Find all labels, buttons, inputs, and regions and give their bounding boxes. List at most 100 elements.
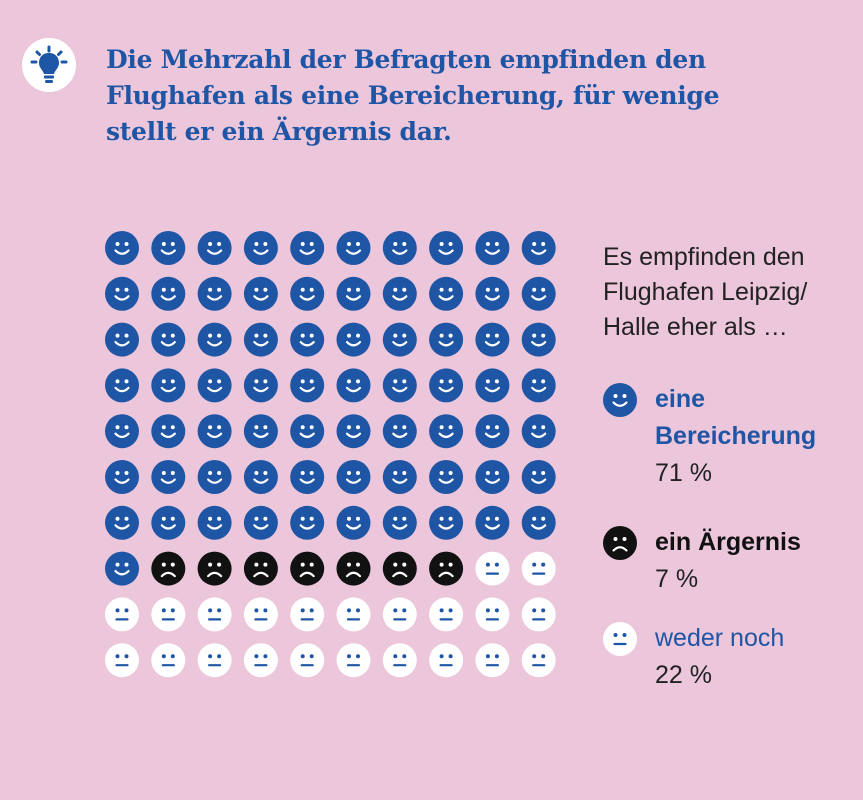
smiling-face-unit xyxy=(151,322,186,357)
smiling-face-unit xyxy=(151,460,186,494)
smiling-face-unit xyxy=(382,460,417,494)
smiling-face-unit xyxy=(105,368,139,403)
smiling-face-unit xyxy=(197,460,232,494)
smiling-face-unit xyxy=(290,276,325,311)
smiling-face-unit xyxy=(105,551,139,586)
smiling-face-unit xyxy=(151,505,186,540)
smiling-face-unit xyxy=(475,231,510,265)
frowning-face-unit xyxy=(336,551,371,586)
neutral-face-unit xyxy=(197,597,232,632)
smiling-face-unit xyxy=(105,322,139,357)
legend-intro: Es empfinden den Flughafen Leipzig/ Hall… xyxy=(603,243,808,341)
smiling-face-unit xyxy=(429,368,464,403)
smiling-face-unit xyxy=(521,414,556,449)
smiling-face-unit xyxy=(382,322,417,357)
lightbulb-icon xyxy=(22,38,76,92)
smiling-face-unit xyxy=(197,368,232,403)
smiling-face-unit xyxy=(336,505,371,540)
neutral-face-unit xyxy=(151,597,186,632)
neutral-face-unit xyxy=(475,551,510,586)
smiling-face-unit xyxy=(151,414,186,449)
smiling-face-unit xyxy=(521,460,556,494)
smiling-face-unit xyxy=(290,368,325,403)
smiling-face-unit xyxy=(197,276,232,311)
smiling-face-unit xyxy=(475,505,510,540)
frowning-face-unit xyxy=(290,551,325,586)
smiling-face-unit xyxy=(290,231,325,265)
legend-label: weder noch xyxy=(655,624,785,652)
neutral-face-unit xyxy=(521,643,556,678)
smiling-face-unit xyxy=(475,368,510,403)
smiling-face-unit xyxy=(105,231,139,265)
neutral-face-unit xyxy=(336,597,371,632)
smiling-face-unit xyxy=(243,460,278,494)
smiling-face-unit xyxy=(382,505,417,540)
smiling-face-unit xyxy=(429,231,464,265)
smiling-face-unit xyxy=(290,414,325,449)
smiling-face-unit xyxy=(521,276,556,311)
neutral-face-unit xyxy=(336,643,371,678)
smiling-face-unit xyxy=(197,505,232,540)
smiling-face-unit xyxy=(429,505,464,540)
neutral-face-unit xyxy=(105,597,139,632)
smiling-face-unit xyxy=(290,505,325,540)
smiling-face-unit xyxy=(151,368,186,403)
smiling-face-unit xyxy=(521,505,556,540)
neutral-face-unit xyxy=(382,597,417,632)
smiling-face-unit xyxy=(521,368,556,403)
smiling-face-unit xyxy=(429,414,464,449)
neutral-face-unit xyxy=(151,643,186,678)
smiling-face-unit xyxy=(243,414,278,449)
smiling-face-unit xyxy=(475,414,510,449)
smiling-face-unit xyxy=(336,460,371,494)
frowning-face-unit xyxy=(243,551,278,586)
smiling-face-unit xyxy=(336,231,371,265)
legend-value: 71 % xyxy=(655,459,712,487)
smiling-face-unit xyxy=(105,276,139,311)
legend-label: eine Bereicherung xyxy=(655,385,817,450)
smiling-face-unit xyxy=(521,322,556,357)
frowning-face-unit xyxy=(197,551,232,586)
smiling-face-unit xyxy=(105,460,139,494)
neutral-face-unit xyxy=(475,597,510,632)
smiling-face-unit xyxy=(197,231,232,265)
neutral-face-unit xyxy=(521,597,556,632)
smiling-face-unit xyxy=(197,414,232,449)
smiling-face-unit xyxy=(336,414,371,449)
smiling-face-unit xyxy=(151,276,186,311)
smiling-face-unit xyxy=(290,460,325,494)
smiling-face-unit xyxy=(243,231,278,265)
smiling-face-unit xyxy=(382,414,417,449)
neutral-face-unit xyxy=(197,643,232,678)
smiling-face-unit xyxy=(475,322,510,357)
smiling-face-unit xyxy=(475,460,510,494)
legend-value: 22 % xyxy=(655,661,712,689)
neutral-face-unit xyxy=(243,643,278,678)
neutral-face-unit xyxy=(105,643,139,678)
smiling-face-icon xyxy=(603,383,637,417)
smiling-face-unit xyxy=(429,276,464,311)
smiling-face-unit xyxy=(429,460,464,494)
smiling-face-unit xyxy=(243,505,278,540)
chart-title: Die Mehrzahl der Befragten empfinden den… xyxy=(106,45,720,146)
neutral-face-unit xyxy=(429,643,464,678)
neutral-face-unit xyxy=(290,643,325,678)
frowning-face-unit xyxy=(429,551,464,586)
smiling-face-unit xyxy=(521,231,556,265)
neutral-face-unit xyxy=(521,551,556,586)
smiling-face-unit xyxy=(243,322,278,357)
smiling-face-unit xyxy=(197,322,232,357)
frowning-face-unit xyxy=(151,551,186,586)
neutral-face-icon xyxy=(603,622,637,656)
legend-label: ein Ärgernis xyxy=(655,528,801,556)
smiling-face-unit xyxy=(105,505,139,540)
smiling-face-unit xyxy=(382,368,417,403)
frowning-face-icon xyxy=(603,526,637,560)
legend-value: 7 % xyxy=(655,565,699,593)
smiling-face-unit xyxy=(429,322,464,357)
smiling-face-unit xyxy=(243,276,278,311)
smiling-face-unit xyxy=(382,276,417,311)
smiling-face-unit xyxy=(382,231,417,265)
smiling-face-unit xyxy=(243,368,278,403)
